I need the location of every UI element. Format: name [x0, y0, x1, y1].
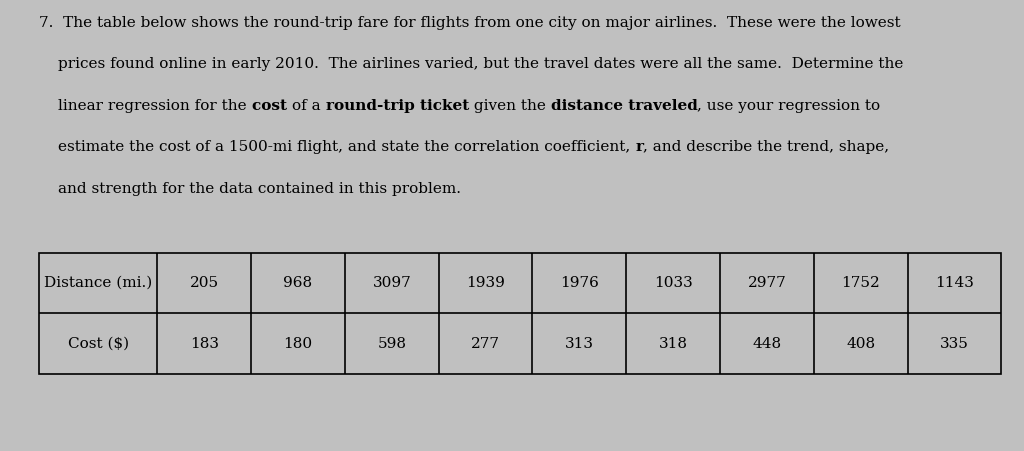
Text: 408: 408	[846, 337, 876, 351]
Text: 313: 313	[565, 337, 594, 351]
Text: of a: of a	[292, 99, 326, 113]
Text: given the: given the	[469, 99, 551, 113]
Text: 448: 448	[753, 337, 781, 351]
Text: 1143: 1143	[935, 276, 974, 290]
Text: 335: 335	[940, 337, 969, 351]
Text: 968: 968	[284, 276, 312, 290]
Text: estimate the cost of a 1500-mi flight, and state the correlation coefficient,: estimate the cost of a 1500-mi flight, a…	[58, 140, 636, 154]
Text: prices found online in early 2010.  The airlines varied, but the travel dates we: prices found online in early 2010. The a…	[58, 57, 904, 71]
Text: round-trip ticket: round-trip ticket	[326, 99, 469, 113]
Text: 2977: 2977	[748, 276, 786, 290]
Text: , and describe the trend, shape,: , and describe the trend, shape,	[643, 140, 890, 154]
Text: and strength for the data contained in this problem.: and strength for the data contained in t…	[58, 182, 462, 196]
Text: distance traveled: distance traveled	[551, 99, 697, 113]
Text: Cost ($): Cost ($)	[68, 337, 129, 351]
Text: 3097: 3097	[373, 276, 412, 290]
Text: 7.  The table below shows the round-trip fare for flights from one city on major: 7. The table below shows the round-trip …	[39, 16, 900, 30]
Text: Distance (mi.): Distance (mi.)	[44, 276, 153, 290]
Text: 318: 318	[658, 337, 688, 351]
Text: 183: 183	[189, 337, 219, 351]
Text: 277: 277	[471, 337, 500, 351]
Text: 205: 205	[189, 276, 219, 290]
Text: 1976: 1976	[560, 276, 599, 290]
Text: 1033: 1033	[653, 276, 692, 290]
Text: 598: 598	[377, 337, 407, 351]
Text: 1939: 1939	[466, 276, 505, 290]
Text: linear regression for the: linear regression for the	[58, 99, 252, 113]
Text: 1752: 1752	[842, 276, 881, 290]
Text: 180: 180	[284, 337, 312, 351]
Text: , use your regression to: , use your regression to	[697, 99, 881, 113]
Text: cost: cost	[252, 99, 292, 113]
Text: r: r	[636, 140, 643, 154]
